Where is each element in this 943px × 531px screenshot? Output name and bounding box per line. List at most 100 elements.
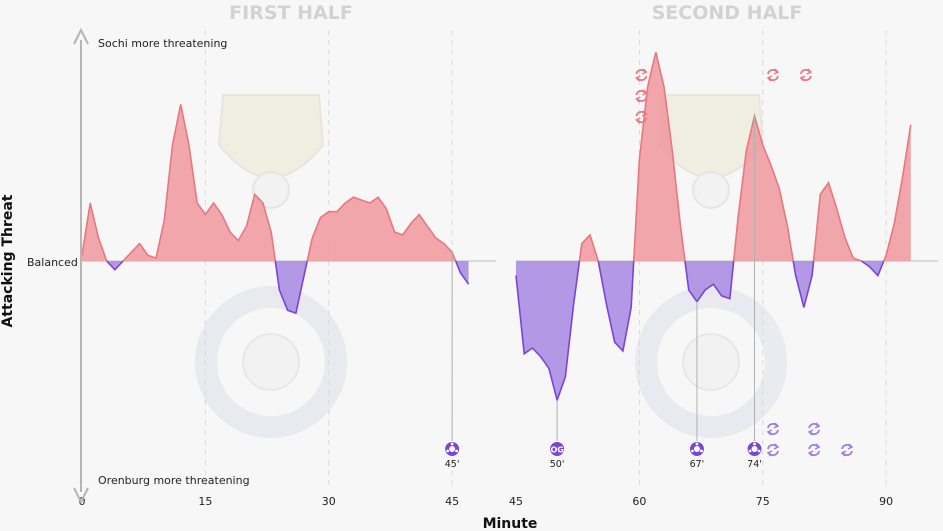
goal-ball-patch (753, 442, 756, 446)
sub-arrowhead-top (642, 68, 648, 75)
goal-ball-patch (455, 449, 459, 453)
crest-ring-shape (635, 286, 787, 438)
orenburg-threat-area-first-1 (106, 261, 124, 270)
orenburg-threat-line-second-8 (860, 260, 885, 277)
orenburg-threat-line-first-5 (454, 260, 470, 285)
sub-arrowhead-top (847, 443, 854, 450)
sochi-threat-area-second-3 (633, 52, 685, 262)
goal-ball-icon (444, 441, 461, 457)
orenburg-threat-area-second-0 (516, 261, 580, 401)
second-half-title: SECOND HALF (652, 2, 803, 24)
first-half-title: FIRST HALF (229, 2, 353, 24)
goal-ball-patch (450, 442, 454, 446)
orenburg-threat-line-second-4 (684, 260, 735, 303)
sochi-threat-line-second-5 (732, 112, 795, 262)
own-goal-badge-text: OG (550, 446, 563, 455)
sub-arrowhead-bottom (840, 450, 847, 457)
goal-ball-patch (748, 449, 752, 453)
crest-ball-shape (252, 171, 290, 209)
crest-shield-shape (217, 94, 325, 179)
sub-arrowhead-top (642, 89, 648, 96)
orenburg-threat-area-second-4 (684, 261, 734, 302)
orenburg-threat-line-first-1 (106, 260, 124, 271)
x-tick-label-first-45: 45 (445, 495, 459, 508)
sochi-threat-line-second-7 (812, 180, 862, 262)
sub-arrowhead-top (814, 443, 821, 450)
goal-ball-patch (446, 449, 450, 453)
crest-ball-shape (682, 333, 740, 391)
goal-ball-circle (549, 441, 566, 457)
sub-arrowhead-top (773, 422, 780, 429)
y-top-label: Sochi more threatening (98, 37, 227, 50)
sochi-substitution-icon (635, 110, 648, 124)
goal-ball-patch (700, 449, 703, 453)
sub-arrowhead-bottom (807, 450, 814, 457)
threat-areas (81, 52, 912, 403)
y-axis-title: Attacking Threat (0, 194, 16, 327)
x-tick-label-second-90: 90 (879, 495, 893, 508)
sub-arrowhead-bottom (799, 75, 806, 82)
orenburg-substitution-icon (840, 443, 854, 457)
goal-ball-icon (746, 441, 763, 457)
sub-arrowhead-bottom (766, 450, 773, 457)
sochi-threat-line-second-3 (632, 52, 686, 262)
orenburg-substitution-icon (807, 443, 821, 457)
sochi-threat-line-second-1 (578, 233, 600, 262)
crest-ball-shape (692, 171, 730, 209)
orenburg-substitution-icon (766, 422, 780, 436)
sub-arrowhead-bottom (635, 75, 641, 82)
y-bottom-label: Orenburg more threatening (98, 474, 250, 487)
orenburg-crest-watermark (195, 286, 787, 438)
sub-arrowhead-top (773, 68, 780, 75)
x-tick-label-second-45: 45 (509, 495, 523, 508)
orenburg-substitution-icon (766, 443, 780, 457)
crest-ring-shape (195, 286, 347, 438)
sochi-substitution-icon (635, 89, 648, 103)
sochi-threat-area-second-5 (733, 116, 794, 261)
sub-arrowhead-bottom (766, 429, 773, 436)
event-minute-label-1: 50' (550, 459, 565, 470)
goal-ball-patch (691, 449, 694, 453)
sub-arrowhead-top (642, 110, 648, 117)
crest-ball-shape (242, 333, 300, 391)
orenburg-threat-area-first-3 (275, 261, 308, 314)
orenburg-substitution-icon (807, 422, 821, 436)
goal-ball-center (449, 446, 456, 452)
y-mid-label: Balanced (27, 256, 78, 269)
x-tick-label-first-15: 15 (198, 495, 212, 508)
orenburg-threat-line-second-6 (792, 260, 815, 308)
sochi-threat-line-first-2 (122, 104, 277, 262)
sochi-threat-area-second-7 (813, 182, 862, 261)
y-axis-arrow (73, 27, 89, 505)
x-axis-ticks: 0 15 30 45 45 60 75 90 (79, 495, 894, 508)
sub-arrowhead-bottom (635, 117, 641, 124)
x-tick-label-second-60: 60 (632, 495, 646, 508)
event-minute-label-3: 74' (747, 459, 762, 470)
sochi-crest-watermark (217, 94, 765, 209)
orenburg-threat-line-second-0 (515, 260, 581, 403)
own-goal-icon: OG (549, 441, 566, 457)
sochi-threat-area-second-1 (579, 234, 599, 261)
x-axis-title: Minute (483, 516, 538, 531)
orenburg-threat-line-second-2 (597, 260, 635, 353)
sochi-threat-line-first-0 (81, 202, 108, 262)
orenburg-threat-area-second-6 (793, 261, 814, 308)
goal-ball-icon (688, 441, 705, 457)
sub-arrowhead-bottom (635, 96, 641, 103)
sochi-substitution-icon (635, 68, 648, 82)
orenburg-threat-line-first-3 (274, 260, 309, 315)
sochi-threat-area-second-9 (883, 124, 911, 261)
goal-ball-patch (695, 442, 699, 446)
sochi-threat-line-first-4 (306, 196, 457, 262)
x-tick-label-first-30: 30 (322, 495, 336, 508)
goal-ball-patch (757, 449, 761, 453)
event-minute-label-2: 67' (690, 459, 705, 470)
sub-arrowhead-bottom (807, 429, 814, 436)
sub-arrowhead-bottom (766, 75, 773, 82)
sub-arrowhead-top (773, 443, 780, 450)
sochi-substitution-icon (766, 68, 780, 82)
goal-ball-center (751, 446, 758, 452)
sochi-threat-line-second-9 (883, 124, 912, 262)
sochi-threat-area-first-4 (307, 197, 456, 261)
